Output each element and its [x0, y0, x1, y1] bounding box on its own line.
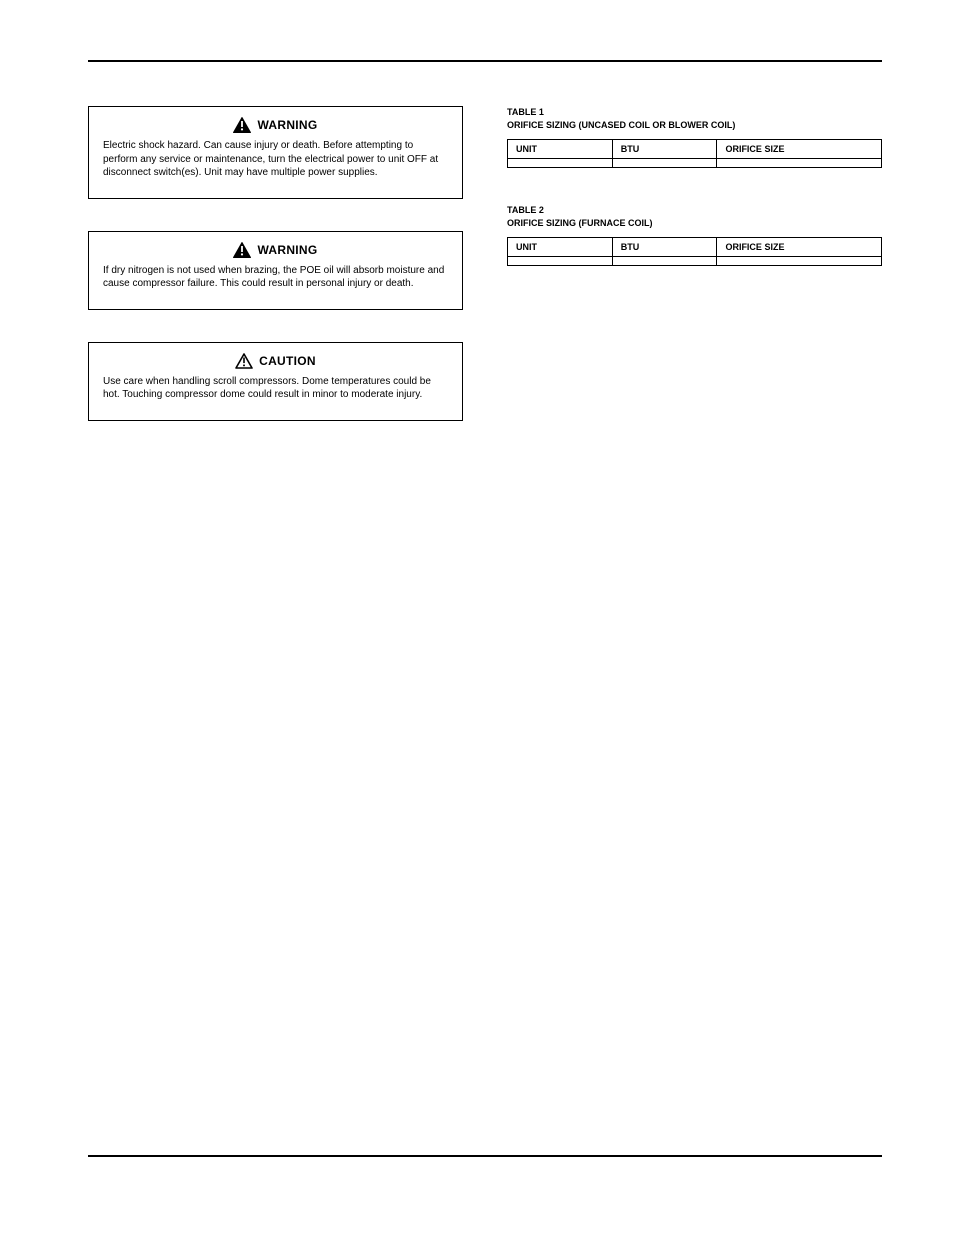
table-2-col-1: BTU: [612, 238, 717, 257]
warning-box-2-label: WARNING: [257, 243, 317, 257]
warning-box-2-head: WARNING: [103, 242, 448, 258]
caution-box-label: CAUTION: [259, 354, 316, 368]
warning-box-2-body: If dry nitrogen is not used when brazing…: [103, 264, 448, 291]
table-2-col-0: UNIT: [508, 238, 613, 257]
table-row: UNIT BTU ORIFICE SIZE: [508, 140, 882, 159]
table-cell: [612, 159, 717, 168]
warning-box-1-body: Electric shock hazard. Can cause injury …: [103, 139, 448, 180]
table-1: UNIT BTU ORIFICE SIZE: [507, 139, 882, 168]
table-1-col-1: BTU: [612, 140, 717, 159]
table-1-col-2: ORIFICE SIZE: [717, 140, 882, 159]
table-2: UNIT BTU ORIFICE SIZE: [507, 237, 882, 266]
table-cell: [717, 159, 882, 168]
top-rule: [88, 60, 882, 62]
caution-triangle-outline-icon: [235, 353, 253, 369]
warning-box-1-label: WARNING: [257, 118, 317, 132]
table-2-heading: TABLE 2 ORIFICE SIZING (FURNACE COIL): [507, 204, 882, 229]
table-cell: [717, 257, 882, 266]
caution-box-head: CAUTION: [103, 353, 448, 369]
caution-box: CAUTION Use care when handling scroll co…: [88, 342, 463, 421]
right-column: TABLE 1 ORIFICE SIZING (UNCASED COIL OR …: [507, 106, 882, 302]
table-cell: [508, 159, 613, 168]
table-row: UNIT BTU ORIFICE SIZE: [508, 238, 882, 257]
warning-triangle-solid-icon: [233, 242, 251, 258]
bottom-rule: [88, 1155, 882, 1157]
table-cell: [612, 257, 717, 266]
two-column-layout: WARNING Electric shock hazard. Can cause…: [88, 106, 882, 453]
warning-box-1-head: WARNING: [103, 117, 448, 133]
caution-box-body: Use care when handling scroll compressor…: [103, 375, 448, 402]
left-column: WARNING Electric shock hazard. Can cause…: [88, 106, 463, 453]
table-cell: [508, 257, 613, 266]
table-2-col-2: ORIFICE SIZE: [717, 238, 882, 257]
table-row: [508, 257, 882, 266]
warning-box-2: WARNING If dry nitrogen is not used when…: [88, 231, 463, 310]
table-row: [508, 159, 882, 168]
warning-box-1: WARNING Electric shock hazard. Can cause…: [88, 106, 463, 199]
table-1-col-0: UNIT: [508, 140, 613, 159]
warning-triangle-solid-icon: [233, 117, 251, 133]
footer: [88, 1155, 882, 1157]
table-1-heading: TABLE 1 ORIFICE SIZING (UNCASED COIL OR …: [507, 106, 882, 131]
